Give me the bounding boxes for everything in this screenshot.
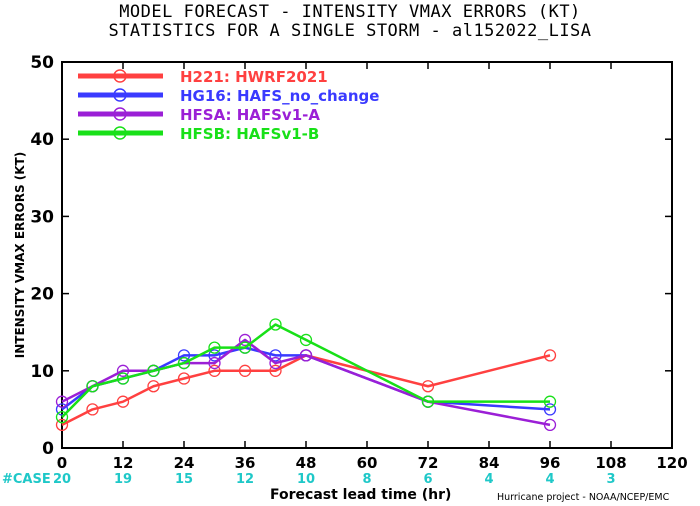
data-point	[299, 349, 313, 362]
data-point	[543, 418, 557, 431]
data-point	[177, 372, 191, 385]
y-tick-label: 10	[30, 362, 54, 382]
case-count: 8	[362, 472, 371, 487]
data-point	[208, 356, 221, 370]
case-label: #CASE	[2, 472, 51, 487]
case-count: 6	[423, 472, 432, 487]
y-axis-label: INTENSITY VMAX ERRORS (KT)	[13, 152, 27, 358]
x-tick-label: 60	[357, 454, 378, 472]
data-point	[86, 380, 99, 393]
x-tick-label: 36	[235, 454, 256, 472]
legend-marker	[113, 69, 127, 83]
legend-label: H221: HWRF2021	[180, 68, 328, 86]
case-count: 20	[53, 472, 71, 487]
data-point	[177, 356, 191, 370]
x-tick-label: 12	[113, 454, 134, 472]
data-point	[238, 341, 252, 354]
data-point	[269, 356, 282, 370]
y-tick-label: 20	[30, 285, 54, 305]
data-point	[543, 349, 557, 362]
series-line	[61, 346, 551, 411]
x-tick-label: 120	[656, 454, 687, 472]
case-count: 3	[606, 472, 615, 487]
y-tick-label: 50	[30, 53, 54, 73]
plot-frame	[61, 61, 673, 449]
chart-subtitle: STATISTICS FOR A SINGLE STORM - al152022…	[108, 21, 592, 41]
case-count: 15	[175, 472, 193, 487]
x-axis-label: Forecast lead time (hr)	[270, 487, 452, 503]
case-count: 19	[114, 472, 132, 487]
data-point	[147, 380, 160, 393]
legend-label: HG16: HAFS_no_change	[180, 87, 379, 105]
credit-text: Hurricane project - NOAA/NCEP/EMC	[497, 492, 670, 503]
case-count: 12	[236, 472, 254, 487]
data-point	[55, 403, 69, 416]
data-point	[55, 395, 69, 408]
case-count: 10	[297, 472, 315, 487]
data-point	[543, 395, 557, 408]
x-tick-label: 48	[296, 454, 317, 472]
data-point	[208, 364, 221, 377]
series-line	[61, 323, 550, 418]
data-point	[116, 395, 130, 408]
data-point	[269, 349, 282, 362]
series-line	[61, 354, 551, 426]
x-tick-label: 72	[418, 454, 439, 472]
case-count: 4	[484, 472, 493, 487]
data-point	[116, 372, 130, 385]
y-tick-label: 0	[42, 439, 54, 459]
data-point	[269, 318, 282, 331]
legend-label: HFSA: HAFSv1-A	[180, 106, 320, 124]
data-point	[86, 403, 99, 416]
data-point	[299, 333, 313, 347]
y-tick-label: 30	[30, 207, 54, 227]
data-point	[147, 364, 160, 377]
data-point	[269, 364, 282, 377]
data-point	[208, 341, 221, 354]
data-point	[421, 380, 435, 393]
data-point	[238, 364, 252, 377]
chart-title: MODEL FORECAST - INTENSITY VMAX ERRORS (…	[119, 2, 581, 22]
case-count: 4	[545, 472, 554, 487]
data-point	[543, 403, 557, 416]
data-point	[177, 349, 191, 362]
x-tick-label: 108	[595, 454, 626, 472]
data-point	[55, 418, 69, 431]
data-point	[421, 395, 435, 408]
data-point	[116, 364, 130, 377]
legend-marker	[113, 126, 127, 140]
x-tick-label: 96	[540, 454, 561, 472]
data-point	[238, 333, 252, 347]
x-tick-label: 84	[479, 454, 500, 472]
data-point	[208, 349, 221, 362]
legend-label: HFSB: HAFSv1-B	[180, 125, 319, 143]
series-line	[61, 338, 551, 427]
legend-marker	[113, 107, 127, 121]
y-tick-label: 40	[30, 130, 54, 150]
x-tick-label: 0	[57, 454, 67, 472]
legend-marker	[113, 88, 127, 102]
data-point	[55, 410, 69, 424]
x-tick-label: 24	[174, 454, 195, 472]
